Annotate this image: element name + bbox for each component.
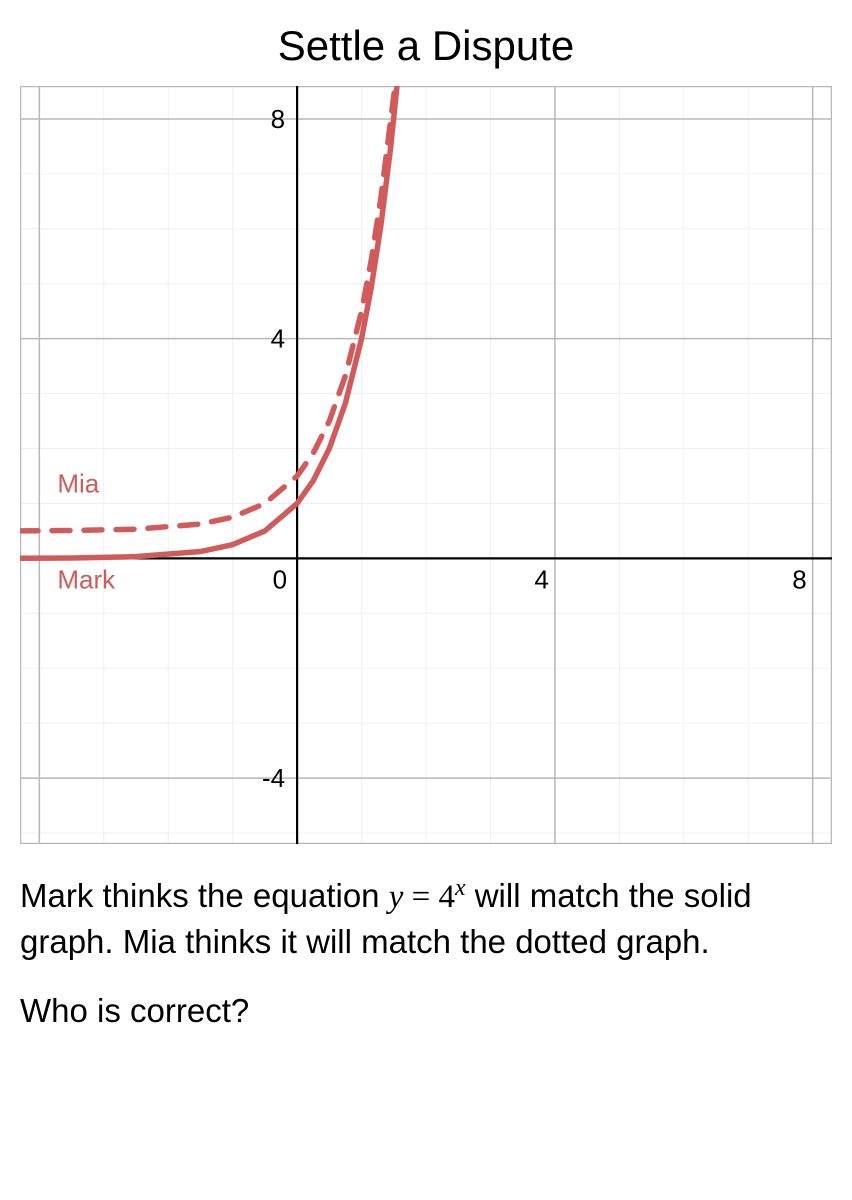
question: Who is correct?: [20, 992, 832, 1030]
tick-label: 0: [273, 564, 287, 594]
chart-svg: 0 4 8 -4 4 8 Mark Mia: [20, 86, 832, 844]
eq-base: 4: [439, 879, 456, 915]
page-title: Settle a Dispute: [20, 22, 832, 70]
eq-lhs: y: [389, 879, 404, 915]
series-label-mark: Mark: [57, 565, 116, 595]
body-pre: Mark thinks the equation: [20, 877, 389, 914]
tick-label: 4: [534, 564, 548, 594]
eq-exp: x: [455, 875, 466, 901]
problem-statement: Mark thinks the equation y = 4x will mat…: [20, 872, 832, 964]
page: Settle a Dispute 0 4 8 -4 4 8 Mark Mia Mark thi…: [0, 0, 852, 1200]
eq-sign: =: [412, 879, 431, 915]
series-label-mia: Mia: [57, 468, 99, 498]
tick-label: 8: [792, 564, 806, 594]
tick-label: 4: [271, 324, 285, 354]
chart-container: 0 4 8 -4 4 8 Mark Mia: [20, 86, 832, 844]
tick-label: 8: [271, 104, 285, 134]
equation: y = 4x: [389, 879, 466, 915]
tick-label: -4: [262, 763, 285, 793]
